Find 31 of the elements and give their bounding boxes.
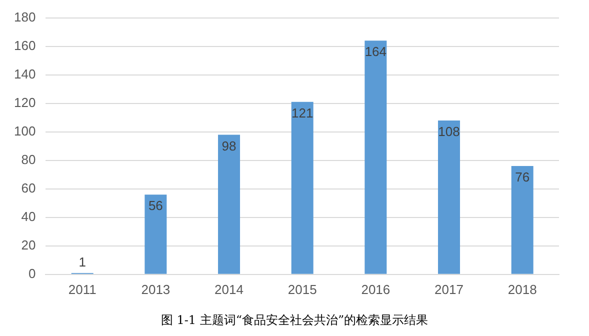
data-label: 108 — [438, 124, 460, 140]
x-tick-label: 2011 — [68, 282, 96, 297]
x-tick-label: 2014 — [214, 282, 244, 297]
bar — [144, 194, 167, 274]
bar — [364, 40, 387, 274]
x-tick-label: 2016 — [361, 282, 390, 297]
y-tick-label: 180 — [14, 9, 36, 24]
bar — [291, 102, 314, 274]
data-label: 98 — [222, 138, 236, 154]
data-label: 56 — [148, 198, 163, 214]
y-tick-label: 0 — [28, 266, 36, 281]
x-tick-label: 2013 — [141, 282, 170, 297]
x-tick-label: 2015 — [288, 282, 317, 297]
y-tick-label: 60 — [21, 180, 36, 196]
y-tick-label: 80 — [21, 152, 36, 167]
y-tick-label: 140 — [14, 66, 36, 82]
data-label: 1 — [78, 254, 86, 270]
y-tick-label: 20 — [21, 237, 36, 252]
y-tick-label: 120 — [14, 94, 36, 110]
y-tick-label: 160 — [14, 38, 36, 53]
bar — [511, 166, 534, 274]
y-tick-label: 40 — [21, 208, 36, 224]
data-label: 164 — [364, 44, 387, 60]
bar — [218, 134, 240, 274]
bar — [438, 120, 460, 274]
data-label: 121 — [291, 105, 314, 120]
y-tick-label: 100 — [14, 123, 36, 138]
x-tick-label: 2018 — [508, 282, 537, 297]
caption: 图 1-1 主题词“食品安全社会共治”的检索显示结果 — [160, 312, 430, 329]
data-label: 76 — [515, 170, 530, 185]
x-tick-label: 2017 — [434, 282, 464, 297]
